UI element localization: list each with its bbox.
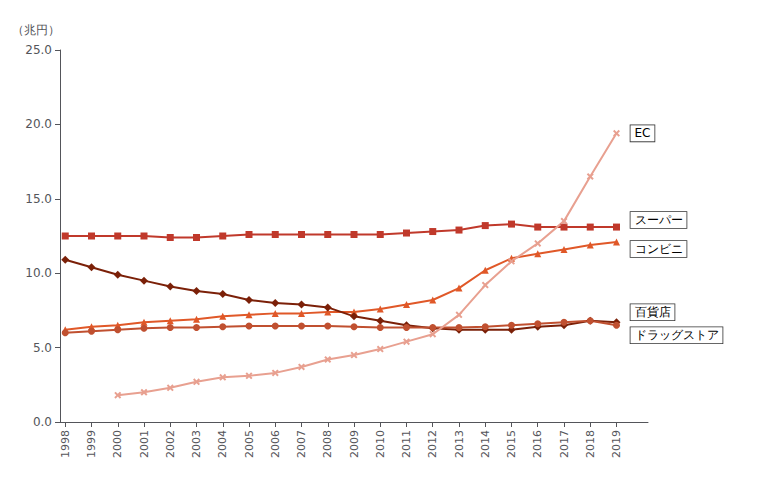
svg-text:2006: 2006 (269, 430, 282, 458)
svg-text:2007: 2007 (295, 430, 308, 458)
svg-text:1998: 1998 (59, 430, 72, 458)
svg-text:2016: 2016 (531, 430, 544, 458)
svg-text:2000: 2000 (111, 430, 124, 458)
svg-text:2015: 2015 (505, 430, 518, 458)
svg-text:20.0: 20.0 (25, 117, 52, 131)
svg-text:2014: 2014 (479, 430, 492, 458)
svg-text:2012: 2012 (426, 430, 439, 458)
svg-text:25.0: 25.0 (25, 43, 52, 57)
svg-text:2008: 2008 (321, 430, 334, 458)
svg-text:2003: 2003 (190, 430, 203, 458)
svg-text:コンビニ: コンビニ (635, 242, 683, 256)
svg-text:10.0: 10.0 (25, 266, 52, 280)
svg-text:2005: 2005 (243, 430, 256, 458)
svg-text:（兆円）: （兆円） (12, 23, 60, 37)
svg-text:2002: 2002 (164, 430, 177, 458)
svg-text:2018: 2018 (584, 430, 597, 458)
svg-text:2010: 2010 (374, 430, 387, 458)
svg-text:2009: 2009 (348, 430, 361, 458)
svg-text:2017: 2017 (558, 430, 571, 458)
svg-text:15.0: 15.0 (25, 192, 52, 206)
svg-text:ドラッグストア: ドラッグストア (635, 328, 719, 342)
svg-text:スーパー: スーパー (635, 213, 683, 227)
svg-text:1999: 1999 (85, 430, 98, 458)
svg-text:0.0: 0.0 (33, 415, 52, 429)
svg-text:2019: 2019 (610, 430, 623, 458)
svg-text:2011: 2011 (400, 430, 413, 458)
svg-text:百貨店: 百貨店 (635, 305, 671, 319)
svg-text:EC: EC (635, 126, 651, 140)
svg-text:2004: 2004 (216, 430, 229, 458)
svg-text:2001: 2001 (138, 430, 151, 458)
svg-text:5.0: 5.0 (33, 341, 52, 355)
svg-text:2013: 2013 (453, 430, 466, 458)
